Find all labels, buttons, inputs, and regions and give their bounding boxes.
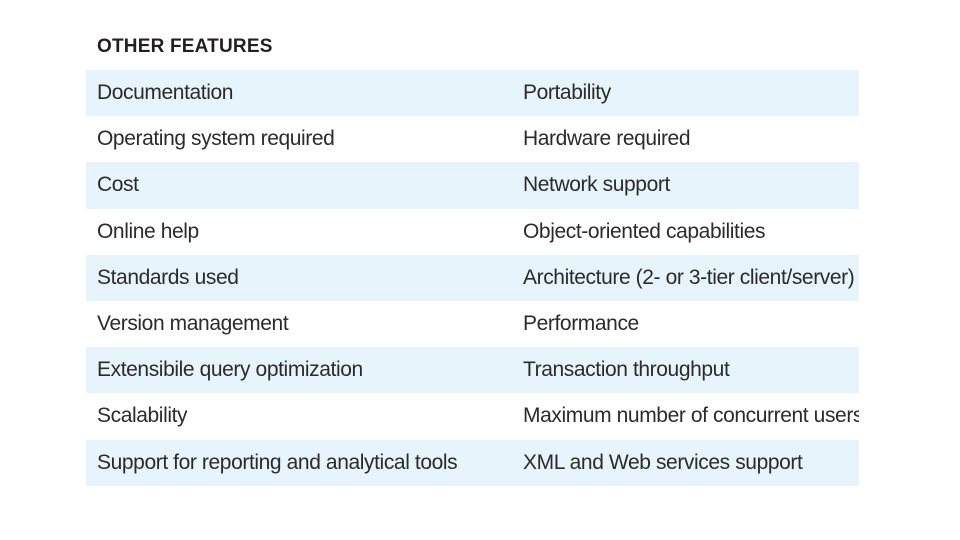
table-row: Operating system required Hardware requi…	[86, 116, 859, 163]
feature-cell-right: Portability	[512, 70, 859, 117]
feature-cell-right: Hardware required	[512, 116, 859, 163]
feature-cell-left: Online help	[86, 208, 512, 255]
feature-cell-right: XML and Web services support	[512, 439, 859, 486]
feature-cell-left: Standards used	[86, 254, 512, 301]
feature-cell-right: Transaction throughput	[512, 347, 859, 394]
feature-cell-right: Network support	[512, 162, 859, 209]
feature-cell-left: Version management	[86, 300, 512, 348]
table-row: Documentation Portability	[86, 70, 859, 117]
feature-cell-right: Performance	[512, 300, 859, 348]
feature-cell-right: Architecture (2- or 3-tier client/server…	[512, 254, 859, 301]
feature-cell-left: Cost	[86, 162, 512, 209]
table-row: Extensibile query optimization Transacti…	[86, 347, 859, 394]
feature-cell-left: Support for reporting and analytical too…	[86, 439, 512, 486]
feature-cell-left: Documentation	[86, 70, 512, 117]
feature-cell-left: Operating system required	[86, 116, 512, 163]
feature-cell-right: Object-oriented capabilities	[512, 208, 859, 255]
feature-cell-left: Extensibile query optimization	[86, 347, 512, 394]
table-row: Version management Performance	[86, 300, 859, 348]
feature-cell-right: Maximum number of concurrent users	[512, 393, 859, 440]
table-row: Online help Object-oriented capabilities	[86, 208, 859, 255]
table-row: Scalability Maximum number of concurrent…	[86, 393, 859, 440]
table-row: Cost Network support	[86, 162, 859, 209]
feature-cell-left: Scalability	[86, 393, 512, 440]
table-row: Standards used Architecture (2- or 3-tie…	[86, 254, 859, 301]
features-table: Documentation Portability Operating syst…	[86, 70, 859, 486]
section-heading: OTHER FEATURES	[97, 36, 273, 57]
table-row: Support for reporting and analytical too…	[86, 439, 859, 486]
